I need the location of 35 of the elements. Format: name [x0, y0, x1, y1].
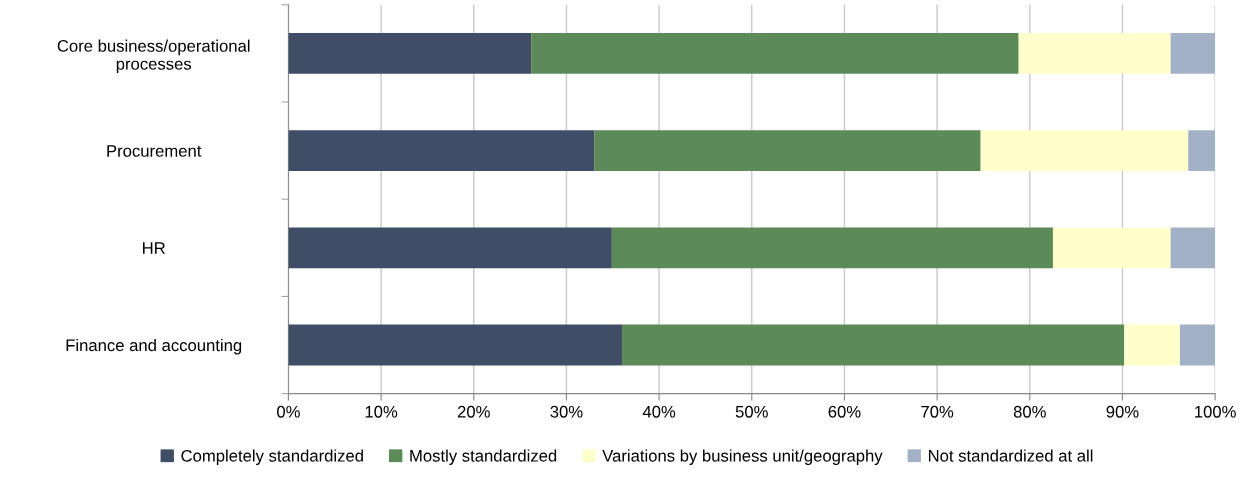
bar: [288, 130, 595, 172]
x-tick-label: 100%: [1195, 405, 1236, 418]
y-tick-label: Finance and accounting: [66, 338, 242, 355]
x-tick-label: 50%: [735, 405, 768, 418]
bar: [1018, 32, 1171, 74]
x-tick-label: 90%: [1106, 405, 1139, 418]
bar: [531, 32, 1019, 74]
legend-label: Variations by business unit/geography: [602, 449, 883, 465]
bar: [1170, 32, 1216, 74]
x-tick-label: 40%: [642, 405, 676, 418]
x-tick-label: 30%: [550, 405, 583, 418]
x-tick-label: 0%: [277, 405, 300, 418]
x-tick-label: 80%: [1013, 405, 1046, 418]
bar: [288, 324, 623, 366]
bar: [594, 130, 981, 172]
bar: [1052, 227, 1171, 269]
x-tick-label: 20%: [457, 405, 490, 418]
x-tick-label: 60%: [828, 405, 861, 418]
bar: [288, 227, 612, 269]
legend-label: Not standardized at all: [928, 449, 1093, 462]
legend-label: Mostly standardized: [410, 449, 557, 465]
bar: [1188, 130, 1216, 172]
bar: [1124, 324, 1180, 366]
bar: [288, 32, 532, 74]
y-tick-label: Core business/operational processes: [57, 39, 250, 74]
bar: [611, 227, 1053, 269]
bar: [1170, 227, 1216, 269]
bar: [980, 130, 1189, 172]
y-tick-label: Procurement: [107, 145, 202, 157]
legend-label: Completely standardized: [181, 449, 363, 465]
x-tick-label: 70%: [921, 405, 954, 418]
y-tick-label: HR: [143, 242, 165, 254]
bar: [622, 324, 1125, 366]
bar: [1179, 324, 1216, 366]
x-tick-label: 10%: [365, 405, 398, 418]
